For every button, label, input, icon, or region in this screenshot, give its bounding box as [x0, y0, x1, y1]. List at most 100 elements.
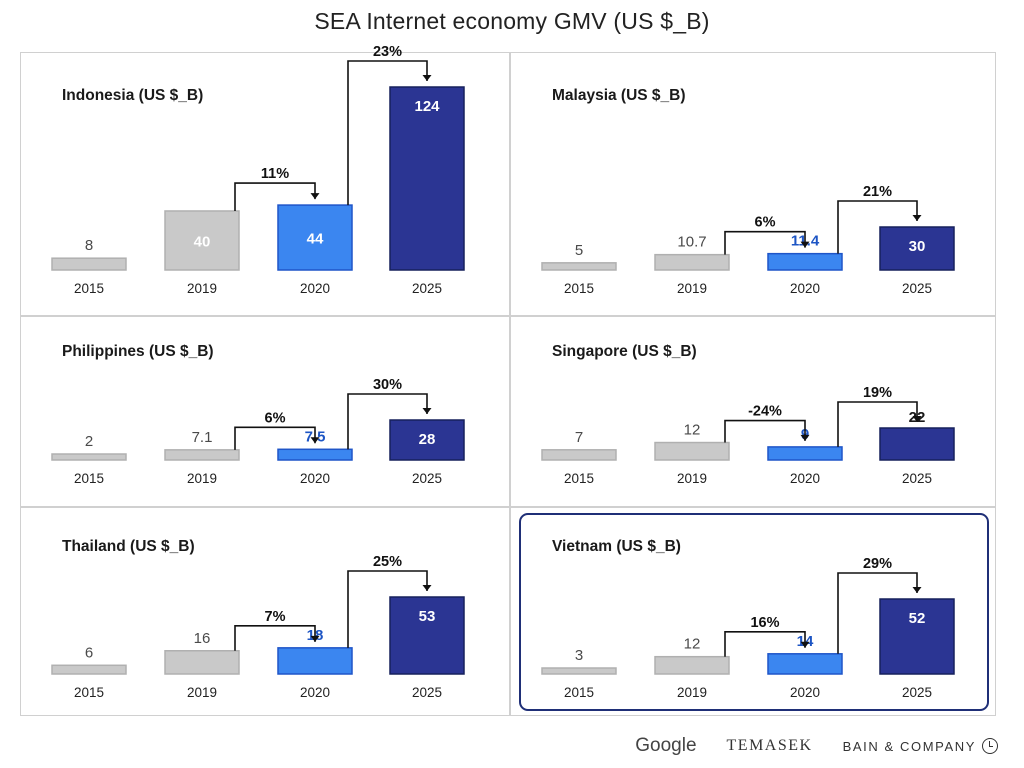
horizontal-divider — [20, 506, 996, 508]
bar-2015 — [51, 257, 127, 271]
growth-arrowhead — [310, 437, 320, 444]
value-label: 8 — [85, 237, 93, 254]
country-chart: Indonesia (US $_B) 2015 8 2019 40 2020 44 2025 1… — [51, 44, 465, 296]
growth-connector — [724, 230, 806, 255]
year-label: 2025 — [902, 281, 932, 296]
bar-2015 — [541, 262, 617, 271]
year-label: 2019 — [677, 281, 707, 296]
year-label: 2019 — [677, 685, 707, 700]
growth-connector — [724, 631, 806, 657]
growth-connector — [724, 419, 806, 443]
bar-2020 — [767, 252, 843, 271]
bar-2020 — [277, 647, 353, 675]
bar-2020 — [767, 653, 843, 675]
year-label: 2015 — [74, 685, 104, 700]
bar-2025 — [879, 226, 955, 271]
value-label: 53 — [419, 608, 436, 625]
bar-2019 — [164, 210, 240, 271]
bar-2025 — [389, 86, 465, 271]
growth-label: 6% — [755, 215, 776, 231]
value-label: 30 — [909, 238, 926, 255]
bar-2015 — [51, 453, 127, 461]
bar-2015 — [541, 449, 617, 461]
value-label: 2 — [85, 433, 93, 450]
bar-2015 — [51, 664, 127, 675]
value-label: 3 — [575, 647, 583, 664]
growth-arrowhead — [912, 215, 922, 221]
growth-arrowhead — [800, 434, 810, 441]
bar-2019 — [654, 441, 730, 461]
google-logo: Google — [635, 735, 697, 756]
value-label: 40 — [194, 233, 211, 250]
value-label: 7 — [575, 429, 583, 446]
year-label: 2020 — [790, 281, 820, 296]
growth-label: -24% — [748, 404, 782, 420]
growth-label: 25% — [373, 554, 402, 570]
value-label: 16 — [194, 630, 211, 647]
growth-connector — [837, 200, 918, 254]
growth-connector — [234, 625, 316, 651]
bain-clock-icon — [982, 738, 998, 754]
panel-title: Malaysia (US $_B) — [552, 87, 686, 104]
growth-connector — [837, 572, 918, 654]
chart-title: SEA Internet economy GMV (US $_B) — [314, 8, 710, 34]
panel-title: Philippines (US $_B) — [62, 343, 214, 360]
growth-connector — [347, 393, 428, 450]
growth-arrowhead — [422, 408, 432, 414]
growth-label: 11% — [261, 166, 289, 182]
value-label: 52 — [909, 610, 926, 627]
vietnam-highlight-frame — [519, 513, 989, 711]
value-label: 5 — [575, 242, 583, 259]
year-label: 2020 — [790, 471, 820, 486]
bar-2025 — [389, 596, 465, 675]
growth-arrowhead — [800, 241, 810, 248]
bar-2020 — [767, 446, 843, 461]
year-label: 2025 — [412, 281, 442, 296]
country-chart: Singapore (US $_B)2015720191220209202522… — [541, 343, 955, 486]
growth-connector — [837, 401, 918, 447]
horizontal-divider — [20, 315, 996, 317]
year-label: 2015 — [564, 471, 594, 486]
year-label: 2020 — [300, 471, 330, 486]
vertical-divider — [509, 52, 511, 716]
year-label: 2019 — [187, 685, 217, 700]
growth-label: 29% — [863, 556, 892, 572]
year-label: 2015 — [74, 281, 104, 296]
growth-label: 30% — [373, 377, 402, 393]
value-label: 10.7 — [677, 234, 706, 251]
year-label: 2015 — [74, 471, 104, 486]
growth-connector — [234, 426, 316, 450]
value-label: 44 — [307, 231, 324, 248]
growth-label: 23% — [373, 44, 402, 60]
value-label: 7.1 — [192, 429, 213, 446]
country-chart: Philippines (US $_B)2015220197.120207.52… — [51, 343, 465, 486]
footer-logos: Google TEMASEK BAIN & COMPANY — [635, 734, 998, 758]
growth-label: 7% — [265, 609, 286, 625]
value-label: 28 — [419, 431, 436, 448]
growth-label: 6% — [265, 410, 286, 426]
growth-arrowhead — [422, 585, 432, 591]
growth-arrowhead — [912, 587, 922, 593]
panel-title: Thailand (US $_B) — [62, 538, 195, 555]
year-label: 2020 — [300, 685, 330, 700]
growth-connector — [347, 570, 428, 648]
year-label: 2020 — [300, 281, 330, 296]
value-label: 12 — [684, 422, 701, 439]
value-label: 12 — [684, 636, 701, 653]
year-label: 2025 — [902, 685, 932, 700]
bar-2025 — [389, 419, 465, 461]
bar-2019 — [654, 655, 730, 675]
year-label: 2015 — [564, 685, 594, 700]
bar-2015 — [541, 667, 617, 675]
panel-title: Singapore (US $_B) — [552, 343, 697, 360]
year-label: 2025 — [412, 685, 442, 700]
growth-arrowhead — [310, 193, 320, 200]
country-chart: Malaysia (US $_B)20155201910.7202011.420… — [541, 87, 955, 296]
country-chart: Vietnam (US $_B)201532019122020142025521… — [541, 538, 955, 700]
panel-title: Indonesia (US $_B) — [62, 87, 203, 104]
bar-2025 — [879, 598, 955, 675]
growth-label: 19% — [863, 385, 892, 401]
growth-label: 21% — [863, 184, 892, 200]
year-label: 2015 — [564, 281, 594, 296]
year-label: 2019 — [187, 281, 217, 296]
